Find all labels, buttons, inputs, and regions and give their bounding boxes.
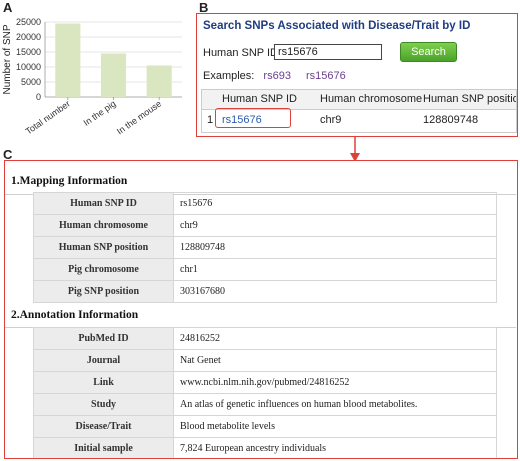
field-value: 303167680: [173, 280, 497, 303]
field-value: rs15676: [173, 192, 497, 215]
result-position: 128809748: [423, 114, 479, 126]
table-row: Human SNP position 128809748: [33, 236, 497, 259]
bar: [146, 65, 172, 97]
y-tick-label: 5000: [21, 77, 41, 87]
table-row: Initial sample 7,824 European ancestry in…: [33, 437, 497, 458]
x-tick-label: In the pig: [82, 98, 118, 127]
table-row: Human chromosome chr9: [33, 214, 497, 237]
field-value: Blood metabolite levels: [173, 415, 497, 438]
field-label: Pig chromosome: [33, 258, 174, 281]
table-row: Human SNP ID rs15676: [33, 192, 497, 215]
field-value: chr1: [173, 258, 497, 281]
table-row: Journal Nat Genet: [33, 349, 497, 372]
header-position: Human SNP position: [423, 93, 517, 105]
annotation-section-title: 2.Annotation Information: [11, 309, 139, 321]
bar: [55, 23, 81, 97]
field-label: Journal: [33, 349, 174, 372]
y-axis-label: Number of SNP: [2, 24, 13, 94]
result-highlight-box: [215, 108, 291, 128]
field-label: PubMed ID: [33, 327, 174, 350]
result-snp-link[interactable]: rs15676: [222, 114, 262, 126]
field-value: An atlas of genetic influences on human …: [173, 393, 497, 416]
table-row: PubMed ID 24816252: [33, 327, 497, 350]
panel-label-b: B: [199, 0, 209, 15]
field-value: chr9: [173, 214, 497, 237]
search-panel-title: Search SNPs Associated with Disease/Trai…: [203, 20, 471, 32]
snp-id-input[interactable]: rs15676: [274, 44, 382, 60]
table-row: Disease/Trait Blood metabolite levels: [33, 415, 497, 438]
panel-label-c: C: [3, 147, 13, 162]
field-label: Human SNP ID: [33, 192, 174, 215]
snp-id-input-label: Human SNP ID: [203, 47, 278, 59]
snp-search-panel: Search SNPs Associated with Disease/Trai…: [196, 13, 518, 137]
search-button[interactable]: Search: [400, 42, 457, 62]
panel-label-a: A: [3, 0, 13, 15]
x-tick-label: Total number: [24, 98, 72, 136]
result-chromosome: chr9: [320, 114, 342, 126]
field-value: 7,824 European ancestry individuals: [173, 437, 497, 458]
field-label: Disease/Trait: [33, 415, 174, 438]
mapping-section-title: 1.Mapping Information: [11, 175, 128, 187]
annotation-table: PubMed ID 24816252 Journal Nat Genet Link www…: [33, 327, 497, 458]
field-value: Nat Genet: [173, 349, 497, 372]
table-row: Study An atlas of genetic influences on h…: [33, 393, 497, 416]
example-link-rs693[interactable]: rs693: [263, 70, 291, 82]
y-tick-label: 10000: [16, 62, 41, 72]
y-tick-label: 0: [36, 92, 41, 102]
search-results-table: Human SNP ID Human chromosome Human SNP …: [201, 89, 517, 133]
field-label: Initial sample: [33, 437, 174, 458]
table-row: Pig SNP position 303167680: [33, 280, 497, 303]
examples-row: Examples: rs693 rs15676: [203, 70, 346, 82]
field-value: 128809748: [173, 236, 497, 259]
header-chromosome: Human chromosome: [320, 93, 423, 105]
snp-count-bar-chart: 0 5000 10000 15000 20000 25000 Total number In …: [2, 17, 182, 136]
y-tick-label: 15000: [16, 47, 41, 57]
results-table-header: Human SNP ID Human chromosome Human SNP …: [202, 90, 517, 110]
field-label: Human SNP position: [33, 236, 174, 259]
y-tick-label: 25000: [16, 17, 41, 27]
snp-details-panel: 1.Mapping Information Human SNP ID rs1567…: [4, 160, 518, 459]
header-snp-id: Human SNP ID: [222, 93, 297, 105]
examples-label: Examples:: [203, 70, 255, 82]
x-tick-label: In the mouse: [115, 98, 163, 136]
down-arrow-icon: [350, 137, 360, 162]
table-row: 1 rs15676 chr9 128809748: [202, 111, 516, 131]
field-value[interactable]: www.ncbi.nlm.nih.gov/pubmed/24816252: [173, 371, 497, 394]
bar: [100, 53, 127, 97]
field-label: Human chromosome: [33, 214, 174, 237]
field-label: Pig SNP position: [33, 280, 174, 303]
example-link-rs15676[interactable]: rs15676: [306, 70, 346, 82]
row-index: 1: [207, 114, 214, 126]
table-row: Link www.ncbi.nlm.nih.gov/pubmed/24816252: [33, 371, 497, 394]
mapping-table: Human SNP ID rs15676 Human chromosome chr9 H…: [33, 192, 497, 303]
y-tick-label: 20000: [16, 32, 41, 42]
field-label: Link: [33, 371, 174, 394]
field-label: Study: [33, 393, 174, 416]
field-value: 24816252: [173, 327, 497, 350]
table-row: Pig chromosome chr1: [33, 258, 497, 281]
